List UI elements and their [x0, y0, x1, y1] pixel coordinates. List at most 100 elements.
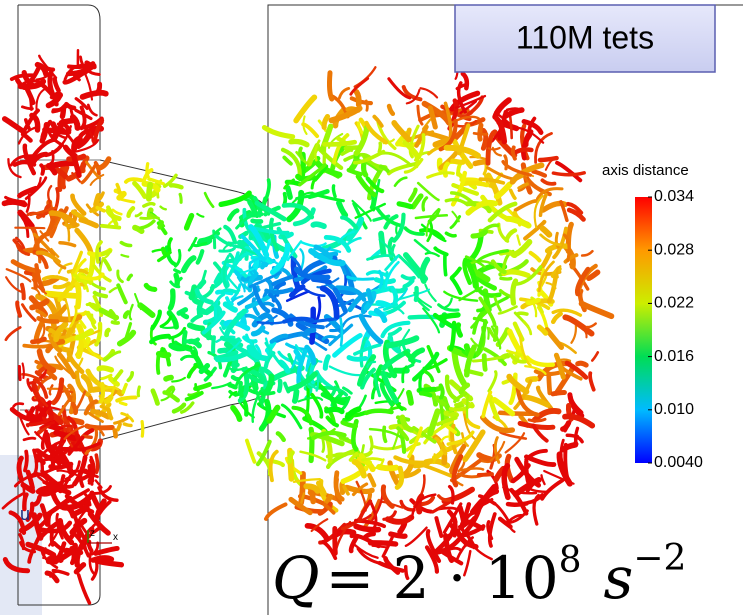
vortex-tube — [212, 303, 223, 315]
vortex-tube — [217, 347, 230, 354]
vortex-tube — [89, 526, 101, 535]
vortex-tube — [38, 54, 58, 80]
vortex-tube — [25, 469, 35, 491]
vortex-tube — [559, 200, 569, 223]
vortex-tube — [139, 219, 156, 230]
vortex-tube — [186, 361, 201, 379]
vortex-tube — [198, 362, 211, 375]
vortex-tube — [562, 314, 595, 337]
vortex-tube — [136, 385, 141, 398]
colorbar-tick-label: 0.0040 — [654, 454, 703, 471]
vortex-tube — [271, 307, 294, 327]
vortex-tube — [53, 321, 69, 343]
vortex-tube — [373, 307, 388, 323]
vortex-tube — [73, 390, 87, 413]
vortex-tube — [303, 483, 321, 494]
vortex-tube — [71, 504, 89, 518]
vortex-tube — [67, 435, 85, 456]
vortex-tube — [455, 322, 463, 338]
vortex-tube — [344, 484, 375, 495]
vortex-tube — [333, 470, 345, 502]
vortex-tube — [150, 309, 162, 331]
vortex-tube — [300, 285, 326, 298]
vortex-tube — [493, 325, 499, 342]
vortex-tube — [384, 514, 415, 525]
vortex-tube — [391, 120, 412, 143]
vortex-tube — [308, 426, 315, 464]
vortex-tube — [128, 303, 134, 321]
vortex-tube — [29, 112, 41, 133]
vortex-tube — [366, 254, 394, 261]
vortex-tube — [122, 310, 131, 320]
vortex-tube — [367, 540, 399, 547]
vortex-tube — [108, 286, 118, 294]
vortex-tube — [342, 386, 353, 395]
vortex-tube — [137, 302, 156, 318]
vortex-tube — [219, 335, 244, 348]
vortex-tube — [227, 366, 248, 372]
vortex-tube — [155, 353, 161, 375]
vortex-tube — [444, 231, 457, 238]
vortex-tube — [187, 236, 198, 252]
vortex-tube — [160, 325, 176, 330]
vortex-tube — [376, 463, 400, 472]
vortex-tube — [222, 301, 238, 313]
vortex-tube — [419, 256, 431, 284]
vortex-tube — [282, 191, 288, 206]
colorbar — [635, 197, 652, 463]
vortex-tube — [332, 333, 363, 358]
vortex-tube — [2, 557, 31, 574]
vortex-tube — [268, 292, 282, 310]
vortex-tube — [243, 313, 262, 323]
vortex-tube — [145, 162, 150, 179]
vortex-tube — [319, 123, 334, 153]
vortex-tube — [160, 388, 176, 402]
vortex-tube — [504, 432, 526, 454]
vortex-tube — [351, 458, 367, 479]
vortex-tube — [254, 200, 287, 222]
vortex-tube — [417, 299, 430, 312]
vortex-tube — [80, 162, 98, 185]
vortex-tube — [159, 205, 167, 211]
vortex-tube — [27, 65, 42, 84]
vortex-tube — [341, 314, 372, 328]
vortex-tube — [294, 344, 323, 363]
vortex-tube — [346, 167, 363, 177]
vortex-tube — [405, 88, 421, 105]
vortex-tube — [119, 240, 133, 248]
vortex-tube — [35, 385, 49, 408]
vortex-tube — [366, 288, 374, 304]
vortex-tube — [43, 203, 52, 216]
vortex-tube — [34, 405, 48, 418]
vortex-tube — [150, 388, 160, 406]
vortex-tube — [451, 454, 464, 488]
vortex-tube — [78, 128, 91, 139]
vortex-tube — [246, 344, 269, 362]
vortex-tube — [106, 205, 119, 227]
vortex-tube — [32, 378, 49, 399]
vortex-tube — [328, 323, 354, 347]
vortex-tube — [234, 363, 261, 388]
vortex-tube — [379, 151, 413, 167]
vortex-tube — [322, 354, 331, 371]
vortex-tube — [308, 248, 346, 267]
vortex-tube — [525, 297, 541, 306]
vortex-tube — [377, 141, 383, 154]
vortex-tube — [480, 127, 489, 151]
vortex-tube — [508, 352, 527, 364]
vortex-tube — [313, 139, 321, 162]
vortex-tube — [516, 234, 521, 246]
vortex-tube — [487, 201, 518, 223]
vortex-tube — [194, 288, 214, 305]
vortex-tube — [492, 97, 512, 120]
vortex-tube — [348, 535, 359, 554]
vortex-tube — [78, 217, 99, 229]
vortex-tube — [228, 390, 238, 399]
vortex-tube — [164, 245, 177, 267]
vortex-tube — [546, 371, 553, 396]
vortex-tube — [180, 401, 195, 414]
vortex-tube — [562, 413, 596, 429]
vortex-tube — [280, 147, 302, 178]
vortex-tube — [223, 224, 237, 244]
vortex-tube — [322, 139, 357, 147]
